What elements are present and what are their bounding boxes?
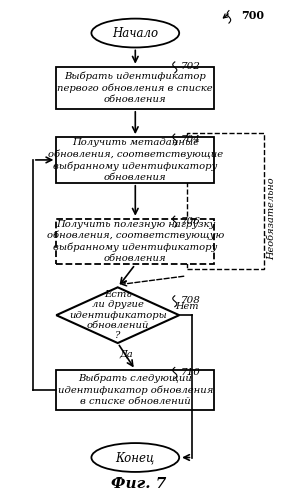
Ellipse shape	[91, 443, 179, 472]
Text: 702: 702	[181, 62, 201, 71]
Text: Получить метаданные
обновления, соответствующие
выбранному идентификатору
обновл: Получить метаданные обновления, соответс…	[48, 138, 223, 182]
Text: Конец: Конец	[116, 451, 155, 464]
Text: Фиг. 7: Фиг. 7	[111, 478, 166, 492]
Ellipse shape	[91, 18, 179, 47]
Text: 700: 700	[240, 10, 264, 21]
Text: 706: 706	[181, 217, 201, 226]
Polygon shape	[56, 287, 179, 343]
Text: 710: 710	[181, 368, 201, 377]
Text: 704: 704	[181, 135, 201, 144]
Text: Нет: Нет	[175, 302, 198, 311]
FancyBboxPatch shape	[56, 219, 214, 264]
Text: Выбрать идентификатор
первого обновления в списке
обновления: Выбрать идентификатор первого обновления…	[58, 71, 213, 104]
Text: 708: 708	[181, 296, 201, 305]
FancyBboxPatch shape	[56, 67, 214, 109]
FancyBboxPatch shape	[56, 137, 214, 183]
Text: Необязательно: Необязательно	[267, 177, 276, 260]
Text: Начало: Начало	[112, 26, 158, 39]
Text: Получить полезную нагрузку
обновления, соответствующую
выбранному идентификатору: Получить полезную нагрузку обновления, с…	[47, 220, 224, 263]
Text: Выбрать следующий
идентификатор обновления
в списке обновлений: Выбрать следующий идентификатор обновлен…	[58, 374, 213, 406]
Text: Да: Да	[120, 349, 133, 358]
Text: Есть
ли другие
идентификаторы
обновлений
?: Есть ли другие идентификаторы обновлений…	[69, 290, 167, 340]
FancyBboxPatch shape	[56, 370, 214, 410]
